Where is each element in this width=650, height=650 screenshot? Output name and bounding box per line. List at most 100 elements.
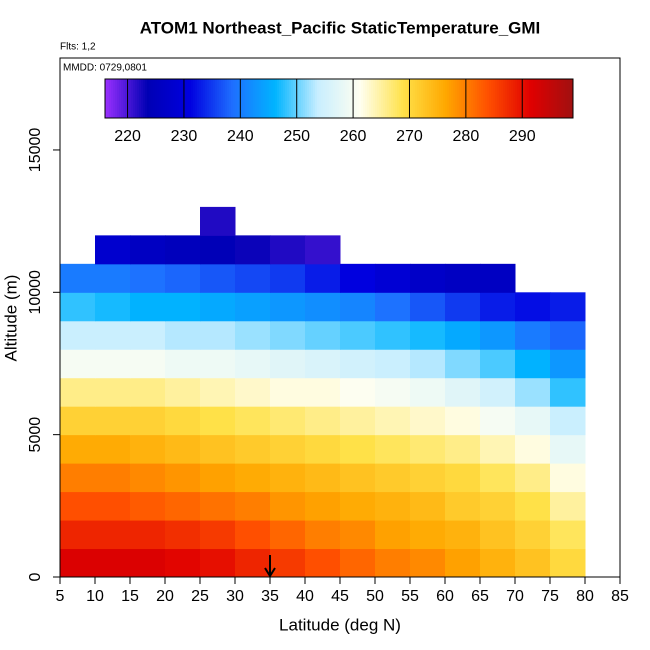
colorbar-segment [425, 79, 428, 118]
x-tick-label: 20 [156, 588, 174, 605]
colorbar-segment [409, 79, 412, 118]
colorbar-segment [565, 79, 568, 118]
heat-cell [480, 320, 516, 350]
colorbar-segment [419, 79, 422, 118]
colorbar-tick-label: 280 [453, 128, 480, 145]
colorbar-segment [491, 79, 494, 118]
colorbar-segment [485, 79, 488, 118]
colorbar-segment [293, 79, 296, 118]
colorbar-segment [451, 79, 454, 118]
heat-cell [410, 491, 446, 521]
heat-cell [165, 520, 201, 550]
colorbar-segment [115, 79, 118, 118]
heat-cell [235, 263, 271, 293]
heat-cell [200, 320, 236, 350]
heat-cell [130, 349, 166, 379]
colorbar-segment [429, 79, 432, 118]
colorbar-segment [131, 79, 134, 118]
heat-cell [165, 349, 201, 379]
colorbar-segment [273, 79, 276, 118]
colorbar-segment [523, 79, 526, 118]
heat-cell [200, 520, 236, 550]
heat-cell [550, 406, 586, 436]
colorbar-segment [387, 79, 390, 118]
colorbar-segment [215, 79, 218, 118]
heat-cell [95, 349, 131, 379]
colorbar-segment [235, 79, 238, 118]
colorbar-segment [299, 79, 302, 118]
heat-cell [200, 206, 236, 236]
colorbar-segment [427, 79, 430, 118]
colorbar-segment [319, 79, 322, 118]
x-tick-label: 75 [541, 588, 559, 605]
colorbar-segment [481, 79, 484, 118]
colorbar-segment [431, 79, 434, 118]
colorbar-segment [209, 79, 212, 118]
colorbar-segment [345, 79, 348, 118]
colorbar-segment [533, 79, 536, 118]
heat-cell [95, 377, 131, 407]
heat-cell [515, 491, 551, 521]
colorbar-segment [367, 79, 370, 118]
heat-cell [480, 377, 516, 407]
colorbar-segment [487, 79, 490, 118]
colorbar-segment [339, 79, 342, 118]
heat-cell [165, 263, 201, 293]
heat-cell [60, 491, 96, 521]
heat-cell [480, 292, 516, 322]
colorbar-segment [147, 79, 150, 118]
colorbar-segment [283, 79, 286, 118]
heat-cell [410, 463, 446, 493]
colorbar-tick-label: 270 [396, 128, 423, 145]
heat-cell [60, 520, 96, 550]
heat-cell [270, 349, 306, 379]
colorbar-segment [247, 79, 250, 118]
colorbar-segment [185, 79, 188, 118]
heat-cell [235, 520, 271, 550]
heat-cell [515, 377, 551, 407]
heat-cell [95, 406, 131, 436]
colorbar-segment [561, 79, 564, 118]
colorbar-segment [229, 79, 232, 118]
colorbar-segment [423, 79, 426, 118]
colorbar-segment [355, 79, 358, 118]
colorbar-segment [527, 79, 530, 118]
colorbar-segment [133, 79, 136, 118]
colorbar-segment [499, 79, 502, 118]
heat-cell [445, 491, 481, 521]
colorbar-segment [277, 79, 280, 118]
colorbar-segment [357, 79, 360, 118]
heat-cell [480, 349, 516, 379]
heat-cell [130, 491, 166, 521]
colorbar-segment [513, 79, 516, 118]
heat-cell [375, 434, 411, 464]
colorbar-segment [405, 79, 408, 118]
arrow-head [264, 567, 276, 578]
heat-cell [130, 520, 166, 550]
heat-cell [480, 548, 516, 578]
colorbar-segment [369, 79, 372, 118]
heat-cell [165, 377, 201, 407]
heat-cell [340, 320, 376, 350]
colorbar-segment [307, 79, 310, 118]
colorbar-segment [501, 79, 504, 118]
heat-cell [200, 548, 236, 578]
colorbar-segment [389, 79, 392, 118]
colorbar-segment [193, 79, 196, 118]
heat-cell [480, 520, 516, 550]
colorbar-segment [439, 79, 442, 118]
colorbar-segment [311, 79, 314, 118]
colorbar-segment [385, 79, 388, 118]
colorbar-segment [137, 79, 140, 118]
colorbar-segment [145, 79, 148, 118]
heat-cell [305, 292, 341, 322]
heat-cell [270, 491, 306, 521]
colorbar-segment [525, 79, 528, 118]
heat-cell [60, 548, 96, 578]
colorbar-segment [557, 79, 560, 118]
colorbar-segment [227, 79, 230, 118]
x-tick-label: 10 [86, 588, 104, 605]
heat-cell [200, 349, 236, 379]
colorbar-segment [223, 79, 226, 118]
